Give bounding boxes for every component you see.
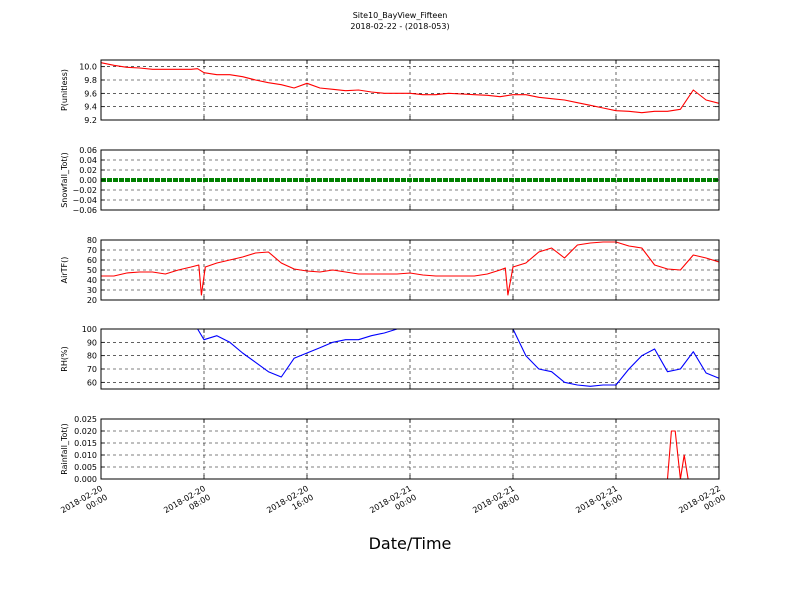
y-tick-label: 0.02 xyxy=(79,166,97,175)
y-tick-label: 9.6 xyxy=(84,89,97,98)
subplot-2: −0.06−0.04−0.020.000.020.040.06 Snowfall_… xyxy=(60,146,720,215)
series-line xyxy=(101,241,720,296)
series-line xyxy=(101,430,719,480)
y-tick-label: 50 xyxy=(87,266,97,275)
y-tick-label: 40 xyxy=(87,276,97,285)
y-tick-label: 70 xyxy=(87,365,97,374)
y-tick-label: 0.04 xyxy=(79,156,97,165)
y-tick-label: 9.2 xyxy=(84,116,97,125)
y-tick-label: 0.000 xyxy=(74,475,97,484)
subplot-4: 60 70 80 90 100 RH(%) xyxy=(60,325,720,390)
subplot-1: 9.2 9.4 9.6 9.8 10.0 P(unitless) xyxy=(60,59,720,125)
x-tick-label: 2018-02-2000:00 xyxy=(59,484,109,524)
chart-title-block: Site10_BayView_Fifteen 2018-02-22 - (201… xyxy=(0,10,800,32)
y-tick-label: 90 xyxy=(87,338,97,347)
y-tick-label: 70 xyxy=(87,246,97,255)
y-tick-label: 100 xyxy=(82,325,97,334)
y-tick-label: 9.4 xyxy=(84,103,97,112)
chart-subtitle: 2018-02-22 - (2018-053) xyxy=(350,22,450,31)
y-tick-label: 0.010 xyxy=(74,451,97,460)
y-tick-label: 30 xyxy=(87,286,97,295)
y-tick-label: 60 xyxy=(87,256,97,265)
y-tick-label: −0.02 xyxy=(72,186,97,195)
y-tick-label: 10.0 xyxy=(79,63,97,72)
y-axis-label: RH(%) xyxy=(60,346,69,371)
y-tick-label: 80 xyxy=(87,236,97,245)
y-axis-label: Rainfall_Tot() xyxy=(60,423,69,475)
x-tick-label: 2018-02-2100:00 xyxy=(368,484,418,524)
chart-title: Site10_BayView_Fifteen xyxy=(352,11,448,20)
y-tick-label: −0.06 xyxy=(72,206,97,215)
x-tick-label: 2018-02-2116:00 xyxy=(574,484,624,524)
x-tick-label: 2018-02-2016:00 xyxy=(265,484,315,524)
y-tick-label: 0.015 xyxy=(74,439,97,448)
x-tick-label: 2018-02-2108:00 xyxy=(471,484,521,524)
y-tick-label: 0.00 xyxy=(79,176,97,185)
y-axis-label: AirTF() xyxy=(60,257,69,284)
y-tick-label: 0.06 xyxy=(79,146,97,155)
x-axis-label: Date/Time xyxy=(368,534,452,553)
y-tick-label: 60 xyxy=(87,378,97,387)
series-line xyxy=(197,328,720,387)
x-tick-label: 2018-02-2200:00 xyxy=(677,484,727,524)
y-tick-label: 0.005 xyxy=(74,463,97,472)
y-tick-label: 0.025 xyxy=(74,415,97,424)
y-axis-label: P(unitless) xyxy=(60,69,69,111)
y-tick-label: 9.8 xyxy=(84,76,97,85)
subplot-5: 0.000 0.005 0.010 0.015 0.020 0.025 Rainfall_T… xyxy=(60,415,720,484)
y-tick-label: −0.04 xyxy=(72,196,97,205)
x-tick-label: 2018-02-2008:00 xyxy=(162,484,212,524)
series-line xyxy=(100,62,720,114)
y-tick-label: 80 xyxy=(87,352,97,361)
y-tick-label: 0.020 xyxy=(74,427,97,436)
y-tick-label: 20 xyxy=(87,296,97,305)
y-axis-label: Snowfall_Tot() xyxy=(60,152,69,208)
